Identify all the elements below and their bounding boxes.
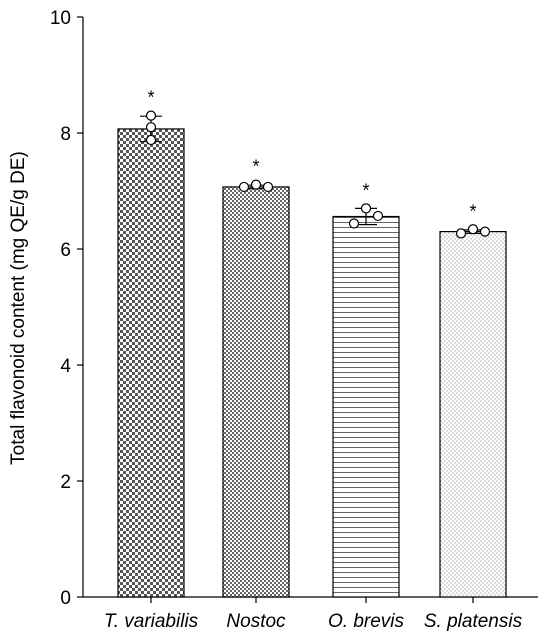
data-point — [262, 181, 274, 193]
bar — [439, 231, 507, 598]
significance-mark: * — [252, 157, 259, 177]
data-point — [479, 226, 491, 237]
y-axis-label: Total flavonoid content (mg QE/g DE) — [8, 151, 29, 465]
y-tick-label: 8 — [60, 124, 71, 145]
data-point — [238, 181, 250, 193]
x-category-label: S. platensis — [424, 611, 523, 632]
data-point — [348, 218, 360, 229]
y-tick-label: 10 — [50, 8, 71, 29]
y-tick-label: 6 — [60, 240, 71, 261]
bar — [222, 186, 290, 598]
data-point — [360, 203, 372, 214]
data-point — [145, 122, 157, 133]
data-point — [145, 110, 157, 121]
data-point — [145, 134, 157, 146]
data-point — [250, 179, 262, 190]
y-tick-label: 4 — [60, 356, 71, 377]
x-category-label: Nostoc — [226, 611, 286, 632]
x-category-label: O. brevis — [328, 611, 405, 632]
x-category-label: T. variabilis — [104, 611, 199, 632]
data-point — [467, 224, 479, 235]
bar — [117, 128, 185, 598]
significance-mark: * — [362, 180, 369, 200]
plot-area: 0 2 4 6 8 10 * T. variabilis * Nostoc * O. brevis * S… — [50, 8, 538, 632]
data-point — [372, 210, 384, 222]
y-tick-label: 2 — [60, 472, 71, 493]
significance-mark: * — [147, 88, 154, 108]
data-point — [455, 228, 467, 239]
bar — [332, 215, 400, 598]
significance-mark: * — [469, 201, 476, 221]
y-tick-label: 0 — [60, 588, 71, 609]
